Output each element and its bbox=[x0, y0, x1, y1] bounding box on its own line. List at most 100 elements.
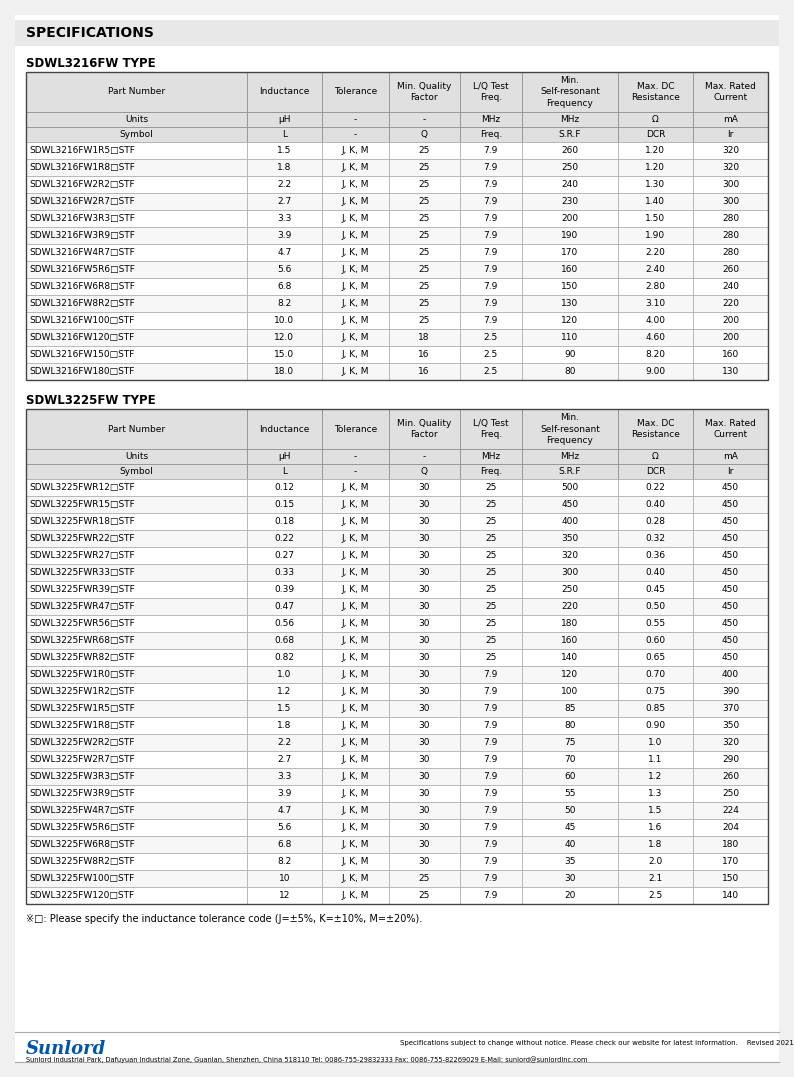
Bar bbox=[26, 870, 247, 887]
Bar bbox=[26, 802, 247, 819]
Text: 7.9: 7.9 bbox=[484, 704, 498, 713]
Bar bbox=[693, 193, 768, 210]
Text: SDWL3216FW150□STF: SDWL3216FW150□STF bbox=[29, 350, 134, 359]
Text: J, K, M: J, K, M bbox=[341, 367, 369, 376]
Bar bbox=[618, 479, 693, 496]
Bar bbox=[460, 295, 522, 312]
Bar bbox=[26, 227, 247, 244]
Bar bbox=[26, 530, 247, 547]
Bar bbox=[26, 312, 247, 328]
Text: SDWL3225FWR22□STF: SDWL3225FWR22□STF bbox=[29, 534, 134, 543]
Text: 220: 220 bbox=[722, 299, 739, 308]
Text: 25: 25 bbox=[418, 891, 430, 900]
Bar bbox=[247, 72, 322, 112]
Bar bbox=[618, 513, 693, 530]
Text: Max. DC
Resistance: Max. DC Resistance bbox=[631, 419, 680, 439]
Text: -: - bbox=[353, 467, 357, 476]
Bar bbox=[247, 802, 322, 819]
Text: J, K, M: J, K, M bbox=[341, 163, 369, 172]
Text: 25: 25 bbox=[485, 585, 496, 595]
Bar bbox=[247, 449, 322, 464]
Bar bbox=[460, 513, 522, 530]
Text: J, K, M: J, K, M bbox=[341, 619, 369, 628]
Text: J, K, M: J, K, M bbox=[341, 197, 369, 206]
Text: J, K, M: J, K, M bbox=[341, 517, 369, 526]
Text: 30: 30 bbox=[418, 789, 430, 798]
Text: 400: 400 bbox=[722, 670, 739, 679]
Bar bbox=[388, 547, 460, 564]
Text: mA: mA bbox=[723, 115, 738, 124]
Text: 15.0: 15.0 bbox=[275, 350, 295, 359]
Bar bbox=[247, 853, 322, 870]
Bar bbox=[388, 615, 460, 632]
Text: 224: 224 bbox=[722, 806, 739, 815]
Bar bbox=[322, 449, 388, 464]
Bar bbox=[618, 449, 693, 464]
Bar bbox=[247, 363, 322, 380]
Bar bbox=[693, 887, 768, 904]
Bar bbox=[26, 363, 247, 380]
Bar bbox=[618, 346, 693, 363]
Bar bbox=[26, 598, 247, 615]
Text: 0.55: 0.55 bbox=[646, 619, 665, 628]
Bar bbox=[618, 717, 693, 735]
Text: SDWL3216FW2R2□STF: SDWL3216FW2R2□STF bbox=[29, 180, 135, 188]
Text: 450: 450 bbox=[722, 602, 739, 611]
Bar bbox=[26, 176, 247, 193]
Text: 10.0: 10.0 bbox=[275, 316, 295, 325]
Text: 25: 25 bbox=[485, 619, 496, 628]
Bar bbox=[618, 887, 693, 904]
Bar bbox=[618, 312, 693, 328]
Text: -: - bbox=[353, 115, 357, 124]
Text: 0.82: 0.82 bbox=[275, 653, 295, 662]
Bar bbox=[388, 496, 460, 513]
Text: 30: 30 bbox=[418, 568, 430, 577]
Text: 2.7: 2.7 bbox=[277, 197, 291, 206]
Bar bbox=[247, 312, 322, 328]
Text: 0.28: 0.28 bbox=[646, 517, 665, 526]
Bar bbox=[522, 261, 618, 278]
Bar bbox=[388, 700, 460, 717]
Bar bbox=[388, 261, 460, 278]
Bar bbox=[460, 530, 522, 547]
Text: J, K, M: J, K, M bbox=[341, 214, 369, 223]
Text: 80: 80 bbox=[565, 367, 576, 376]
Bar bbox=[247, 227, 322, 244]
Text: SDWL3225FWR18□STF: SDWL3225FWR18□STF bbox=[29, 517, 135, 526]
Text: SDWL3225FW2R2□STF: SDWL3225FW2R2□STF bbox=[29, 738, 134, 747]
Bar bbox=[26, 159, 247, 176]
Bar bbox=[522, 870, 618, 887]
Text: J, K, M: J, K, M bbox=[341, 738, 369, 747]
Text: 16: 16 bbox=[418, 350, 430, 359]
Bar bbox=[522, 464, 618, 479]
Bar bbox=[522, 295, 618, 312]
Bar bbox=[322, 363, 388, 380]
Bar bbox=[460, 346, 522, 363]
Text: SDWL3216FW120□STF: SDWL3216FW120□STF bbox=[29, 333, 134, 342]
Text: Min.
Self-resonant
Frequency: Min. Self-resonant Frequency bbox=[540, 76, 600, 108]
Bar bbox=[693, 853, 768, 870]
Text: 1.2: 1.2 bbox=[649, 772, 662, 781]
Text: 7.9: 7.9 bbox=[484, 840, 498, 849]
Text: J, K, M: J, K, M bbox=[341, 146, 369, 155]
Text: 0.68: 0.68 bbox=[275, 637, 295, 645]
Bar bbox=[247, 785, 322, 802]
Bar bbox=[693, 819, 768, 836]
Text: -: - bbox=[353, 452, 357, 461]
Text: 35: 35 bbox=[565, 857, 576, 866]
Bar bbox=[388, 479, 460, 496]
Text: 2.5: 2.5 bbox=[484, 367, 498, 376]
Bar bbox=[322, 768, 388, 785]
Text: 0.36: 0.36 bbox=[646, 551, 665, 560]
Text: S.R.F: S.R.F bbox=[559, 130, 581, 139]
Text: 1.8: 1.8 bbox=[648, 840, 663, 849]
Text: 25: 25 bbox=[418, 299, 430, 308]
Bar bbox=[26, 278, 247, 295]
Text: 1.90: 1.90 bbox=[646, 230, 665, 240]
Text: 160: 160 bbox=[561, 265, 579, 274]
Text: J, K, M: J, K, M bbox=[341, 551, 369, 560]
Bar bbox=[15, 20, 779, 46]
Text: SDWL3225FWR33□STF: SDWL3225FWR33□STF bbox=[29, 568, 135, 577]
Bar bbox=[26, 112, 247, 127]
Text: SDWL3216FW2R7□STF: SDWL3216FW2R7□STF bbox=[29, 197, 135, 206]
